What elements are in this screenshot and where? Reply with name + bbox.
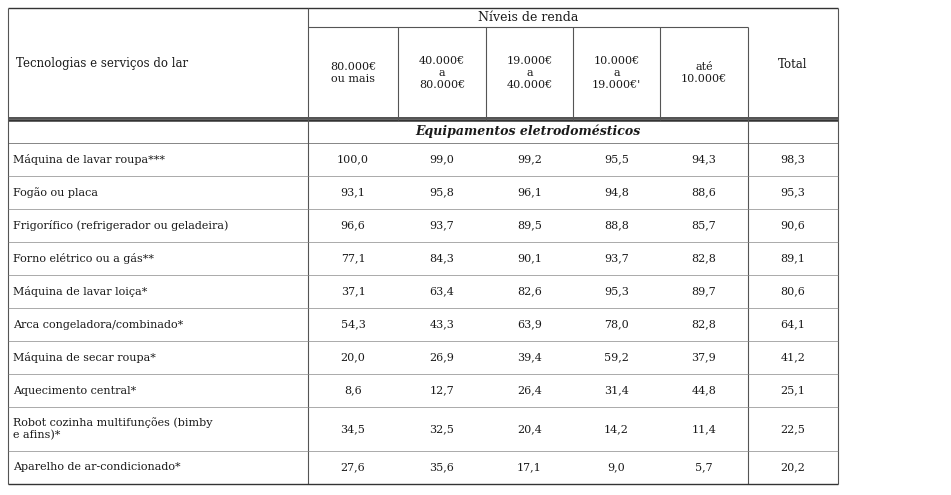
Text: 40.000€
a
80.000€: 40.000€ a 80.000€	[419, 56, 465, 91]
Text: Aparelho de ar-condicionado*: Aparelho de ar-condicionado*	[13, 462, 181, 473]
Text: 43,3: 43,3	[430, 319, 455, 330]
Text: 39,4: 39,4	[517, 352, 542, 362]
Text: Níveis de renda: Níveis de renda	[477, 11, 578, 24]
Text: 35,6: 35,6	[430, 462, 455, 473]
Text: 63,9: 63,9	[517, 319, 542, 330]
Text: 41,2: 41,2	[781, 352, 805, 362]
Text: 84,3: 84,3	[430, 253, 455, 263]
Text: 89,1: 89,1	[781, 253, 805, 263]
Text: 20,4: 20,4	[517, 424, 542, 434]
Text: 89,7: 89,7	[691, 287, 716, 297]
Text: 8,6: 8,6	[344, 386, 362, 396]
Text: 95,8: 95,8	[430, 188, 455, 198]
Text: 5,7: 5,7	[695, 462, 713, 473]
Text: 14,2: 14,2	[604, 424, 629, 434]
Text: Total: Total	[778, 57, 807, 70]
Text: Arca congeladora/combinado*: Arca congeladora/combinado*	[13, 319, 184, 330]
Text: 78,0: 78,0	[604, 319, 629, 330]
Text: 31,4: 31,4	[604, 386, 629, 396]
Text: 99,0: 99,0	[430, 154, 455, 164]
Text: 80.000€
ou mais: 80.000€ ou mais	[330, 62, 376, 85]
Text: 96,6: 96,6	[340, 220, 365, 231]
Text: Fogão ou placa: Fogão ou placa	[13, 187, 98, 198]
Text: 94,8: 94,8	[604, 188, 629, 198]
Text: Máquina de lavar roupa***: Máquina de lavar roupa***	[13, 154, 165, 165]
Text: 95,3: 95,3	[781, 188, 805, 198]
Text: 37,1: 37,1	[340, 287, 365, 297]
Text: 44,8: 44,8	[691, 386, 716, 396]
Text: 20,2: 20,2	[781, 462, 805, 473]
Text: 88,8: 88,8	[604, 220, 629, 231]
Text: 37,9: 37,9	[691, 352, 716, 362]
Text: Máquina de secar roupa*: Máquina de secar roupa*	[13, 352, 156, 363]
Text: 80,6: 80,6	[781, 287, 805, 297]
Text: 54,3: 54,3	[340, 319, 365, 330]
Text: 98,3: 98,3	[781, 154, 805, 164]
Text: 94,3: 94,3	[691, 154, 716, 164]
Text: 77,1: 77,1	[340, 253, 365, 263]
Text: 90,1: 90,1	[517, 253, 542, 263]
Text: 22,5: 22,5	[781, 424, 805, 434]
Text: 88,6: 88,6	[691, 188, 716, 198]
Text: 95,3: 95,3	[604, 287, 629, 297]
Text: Equipamentos eletrodomésticos: Equipamentos eletrodomésticos	[416, 125, 641, 138]
Text: 63,4: 63,4	[430, 287, 455, 297]
Text: 20,0: 20,0	[340, 352, 365, 362]
Text: Frigorífico (refrigerador ou geladeira): Frigorífico (refrigerador ou geladeira)	[13, 220, 228, 231]
Text: 85,7: 85,7	[691, 220, 716, 231]
Text: 64,1: 64,1	[781, 319, 805, 330]
Text: Máquina de lavar loiça*: Máquina de lavar loiça*	[13, 286, 147, 297]
Text: 17,1: 17,1	[517, 462, 542, 473]
Text: 27,6: 27,6	[340, 462, 365, 473]
Text: 99,2: 99,2	[517, 154, 542, 164]
Text: 89,5: 89,5	[517, 220, 542, 231]
Text: 26,9: 26,9	[430, 352, 455, 362]
Text: 93,7: 93,7	[604, 253, 629, 263]
Text: 96,1: 96,1	[517, 188, 542, 198]
Text: Aquecimento central*: Aquecimento central*	[13, 386, 136, 396]
Text: Robot cozinha multifunções (bimby
e afins)*: Robot cozinha multifunções (bimby e afin…	[13, 417, 212, 441]
Text: 25,1: 25,1	[781, 386, 805, 396]
Text: 90,6: 90,6	[781, 220, 805, 231]
Text: 19.000€
a
40.000€: 19.000€ a 40.000€	[507, 56, 553, 91]
Text: Tecnologias e serviços do lar: Tecnologias e serviços do lar	[16, 57, 188, 70]
Text: 93,1: 93,1	[340, 188, 365, 198]
Text: 9,0: 9,0	[608, 462, 626, 473]
Text: 93,7: 93,7	[430, 220, 455, 231]
Text: 11,4: 11,4	[691, 424, 716, 434]
Text: 10.000€
a
19.000€': 10.000€ a 19.000€'	[592, 56, 641, 91]
Text: 32,5: 32,5	[430, 424, 455, 434]
Text: 95,5: 95,5	[604, 154, 629, 164]
Text: até
10.000€: até 10.000€	[681, 62, 728, 85]
Text: 59,2: 59,2	[604, 352, 629, 362]
Text: 82,6: 82,6	[517, 287, 542, 297]
Text: 26,4: 26,4	[517, 386, 542, 396]
Text: 82,8: 82,8	[691, 253, 716, 263]
Text: 34,5: 34,5	[340, 424, 365, 434]
Text: 100,0: 100,0	[337, 154, 369, 164]
Text: 12,7: 12,7	[430, 386, 455, 396]
Text: 82,8: 82,8	[691, 319, 716, 330]
Text: Forno elétrico ou a gás**: Forno elétrico ou a gás**	[13, 253, 154, 264]
